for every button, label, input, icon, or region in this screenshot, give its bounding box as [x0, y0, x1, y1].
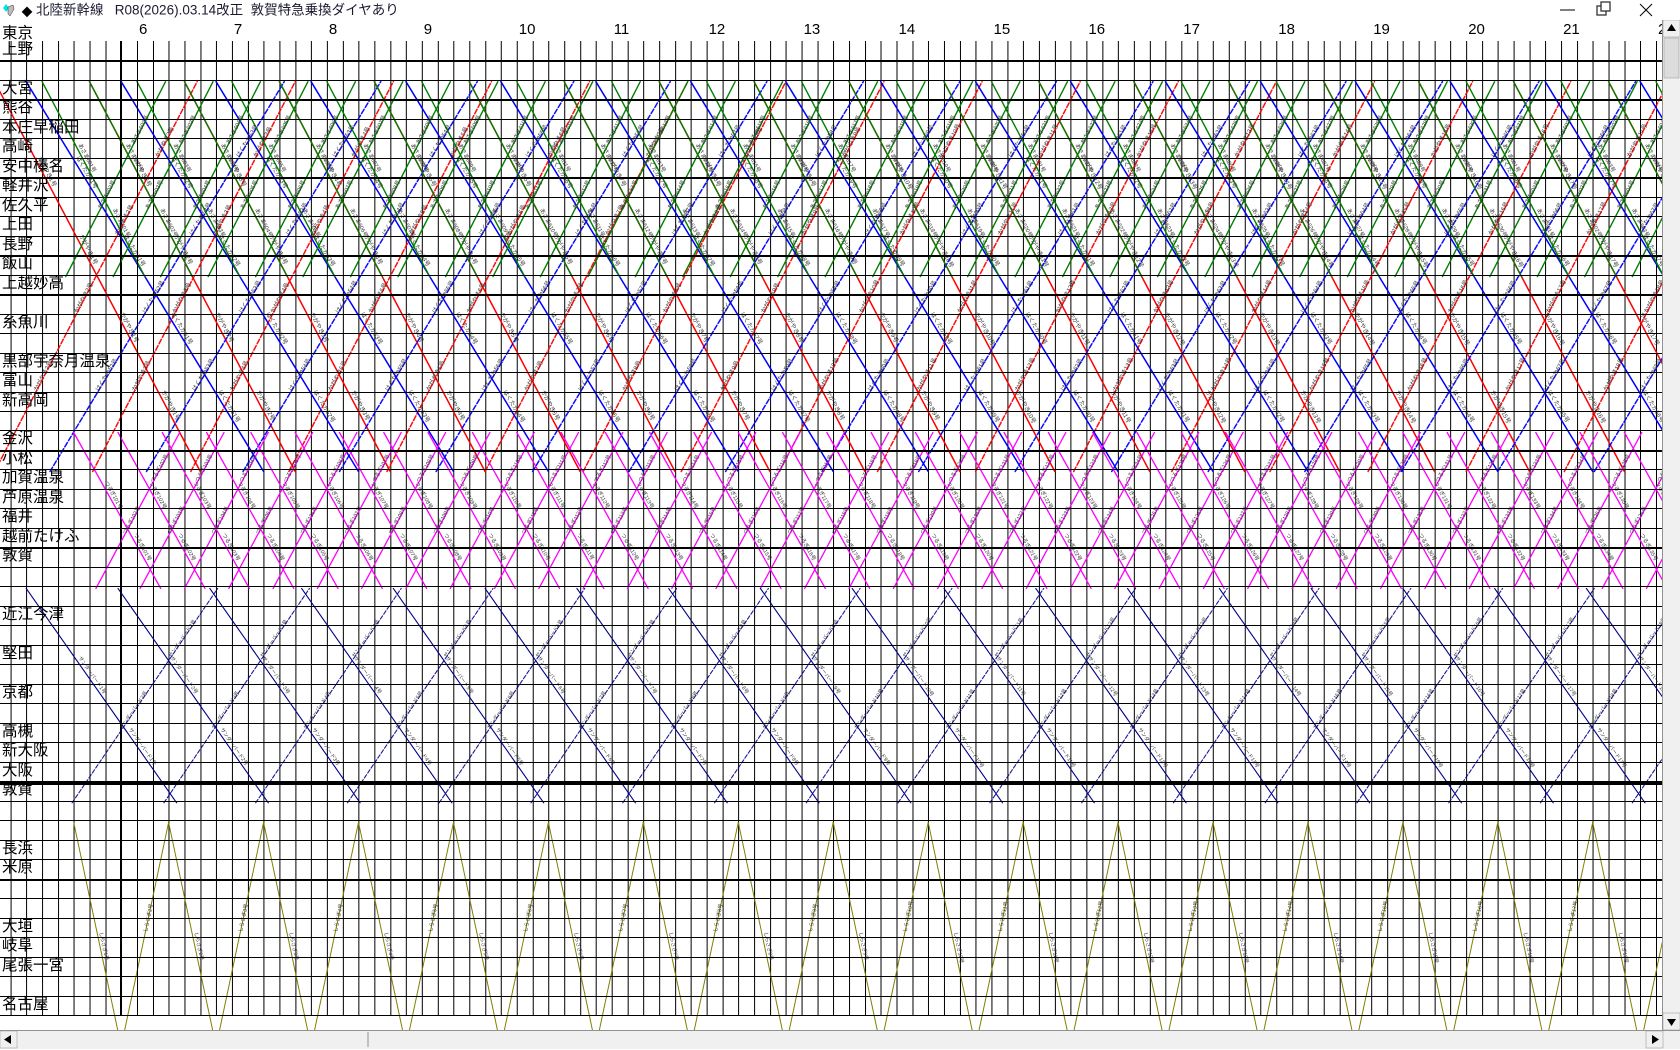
svg-text:—: —: [1560, 1, 1575, 18]
